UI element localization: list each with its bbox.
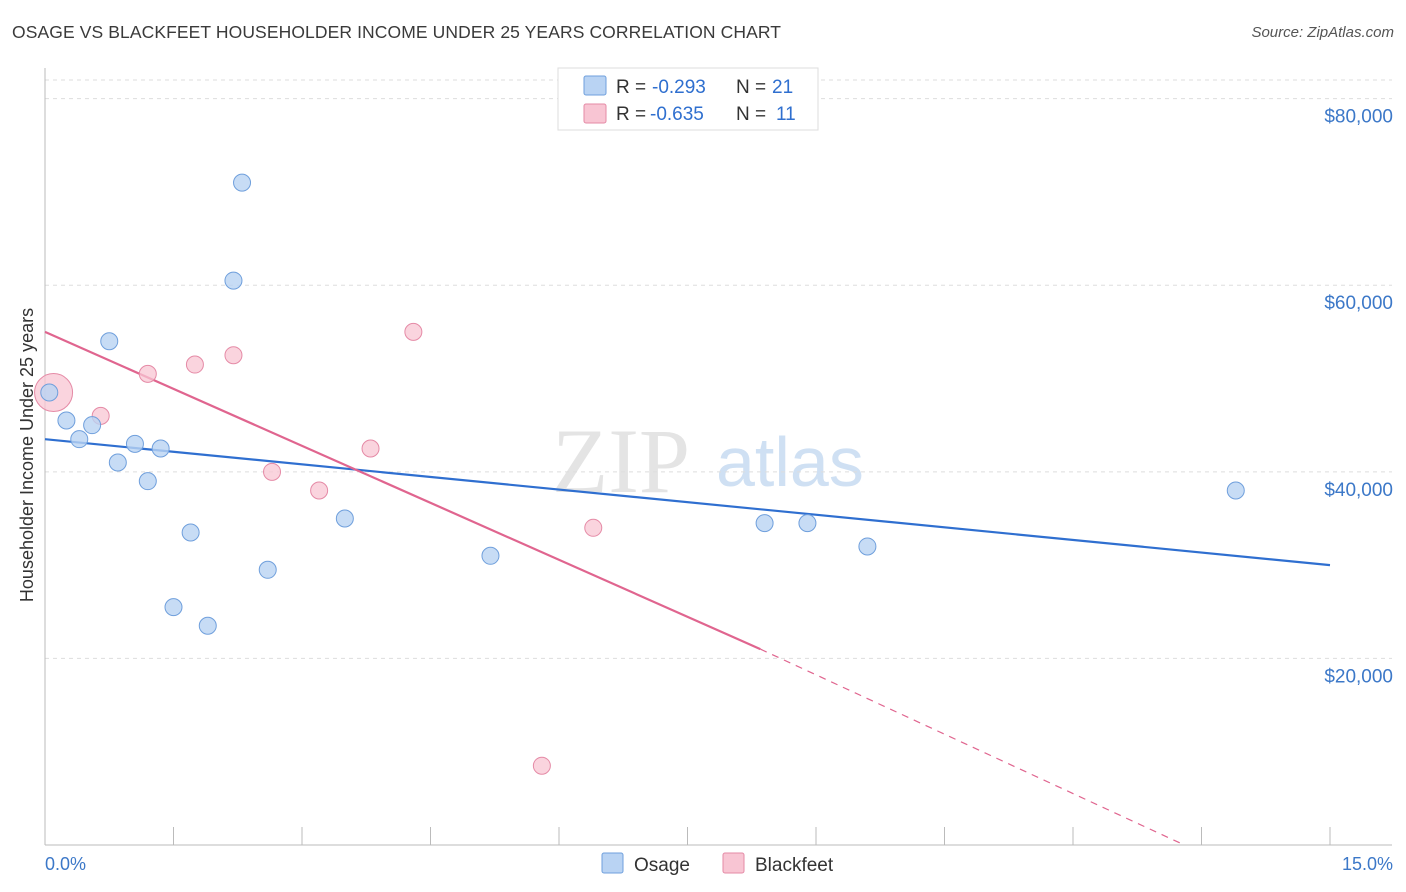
point-blackfeet: [138, 364, 157, 383]
point-osage: [40, 383, 59, 402]
data-points: [34, 173, 1245, 775]
bottom-legend-swatch-blackfeet: [722, 852, 745, 874]
x-tick-label-min: 0.0%: [45, 854, 86, 874]
correlation-legend: R = -0.293 N = 21 R = -0.635 N = 11: [557, 67, 819, 131]
point-osage: [108, 453, 127, 472]
trend-line-blackfeet: [44, 330, 761, 651]
bottom-legend-label-osage: Osage: [634, 855, 690, 876]
legend-r-value-osage: -0.293: [652, 77, 706, 98]
point-osage: [1226, 481, 1245, 500]
legend-swatch-osage: [583, 75, 607, 96]
y-tick-label: $80,000: [1324, 107, 1393, 128]
y-tick-label: $60,000: [1324, 293, 1393, 314]
legend-r-label: R =: [616, 104, 646, 125]
point-blackfeet: [404, 322, 423, 341]
legend-n-value-osage: 21: [772, 77, 793, 98]
point-blackfeet: [224, 346, 243, 365]
y-tick-label: $20,000: [1324, 666, 1393, 687]
x-tick-label-max: 15.0%: [1342, 854, 1393, 874]
point-blackfeet: [185, 355, 204, 374]
bottom-legend-swatch-osage: [601, 852, 624, 874]
tick-labels: $20,000 $40,000 $60,000 $80,000 0.0% 15.0%: [45, 107, 1393, 874]
legend-swatch-blackfeet: [583, 103, 607, 124]
point-osage: [858, 537, 877, 556]
y-axis-title: Householder Income Under 25 years: [17, 308, 37, 602]
point-blackfeet: [532, 756, 551, 775]
point-osage: [125, 434, 144, 453]
point-osage: [198, 616, 217, 635]
source-label: Source: ZipAtlas.com: [1251, 24, 1394, 41]
trend-line-osage: [44, 438, 1331, 567]
point-osage: [798, 514, 817, 533]
legend-n-label: N =: [736, 104, 766, 125]
point-osage: [233, 173, 252, 192]
point-blackfeet: [310, 481, 329, 500]
watermark-atlas: atlas: [716, 423, 864, 501]
point-blackfeet: [361, 439, 380, 458]
legend-n-label: N =: [736, 77, 766, 98]
trend-lines: [44, 330, 1331, 846]
point-osage: [138, 472, 157, 491]
point-osage: [335, 509, 354, 528]
point-blackfeet: [263, 462, 282, 481]
legend-r-value-blackfeet: -0.635: [650, 104, 704, 125]
point-osage: [57, 411, 76, 430]
legend-n-value-blackfeet: 11: [776, 104, 796, 125]
point-osage: [481, 546, 500, 565]
point-osage: [258, 560, 277, 579]
point-osage: [164, 598, 183, 617]
point-osage: [100, 332, 119, 351]
point-osage: [224, 271, 243, 290]
y-tick-label: $40,000: [1324, 480, 1393, 501]
point-blackfeet: [584, 518, 603, 537]
axes: [44, 68, 1392, 846]
legend-r-label: R =: [616, 77, 646, 98]
chart-title: OSAGE VS BLACKFEET HOUSEHOLDER INCOME UN…: [12, 22, 782, 42]
point-osage: [755, 514, 774, 533]
point-osage: [151, 439, 170, 458]
gridlines: [45, 79, 1392, 659]
point-osage: [83, 416, 102, 435]
point-osage: [181, 523, 200, 542]
trend-line-blackfeet-extension: [760, 648, 1185, 846]
bottom-legend-label-blackfeet: Blackfeet: [755, 855, 834, 876]
series-legend: Osage Blackfeet: [601, 852, 834, 876]
point-osage: [70, 430, 89, 449]
